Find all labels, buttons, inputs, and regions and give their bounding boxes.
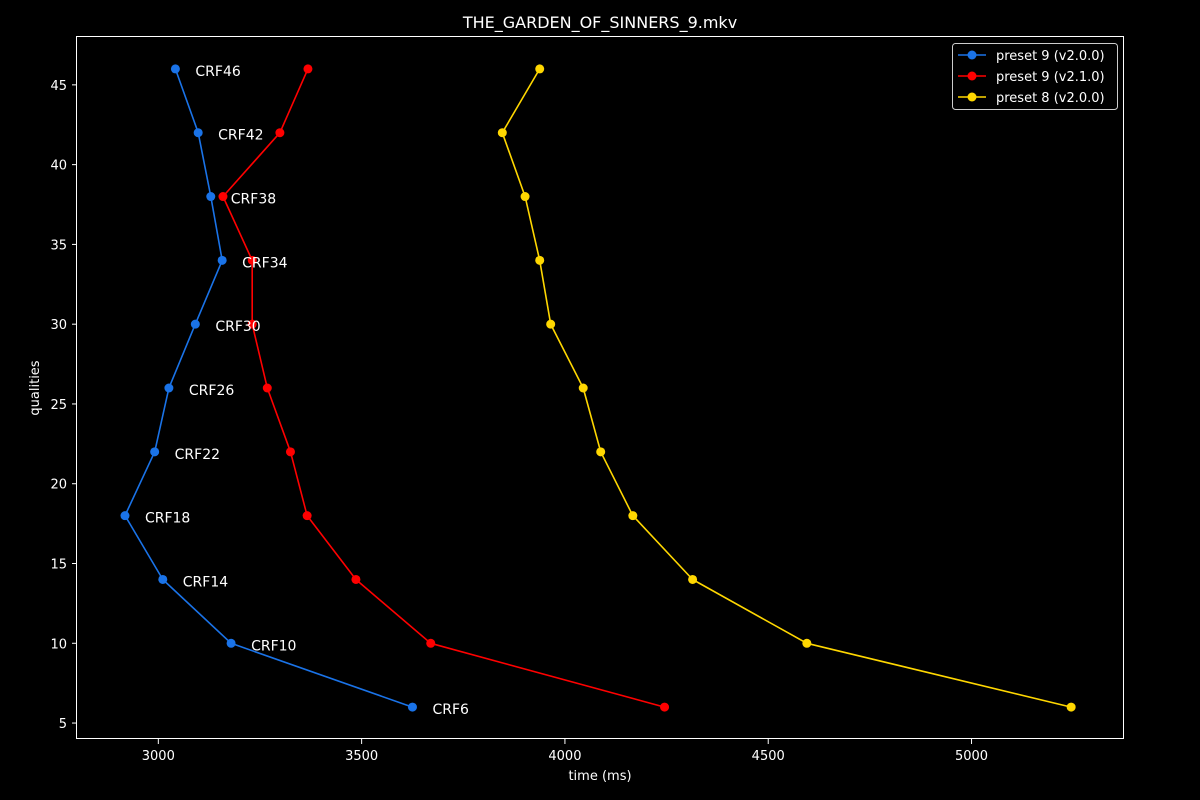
annotation-label: CRF22 xyxy=(175,447,220,463)
annotation-label: CRF18 xyxy=(145,511,190,527)
data-point xyxy=(1066,702,1076,712)
x-tick-label: 4500 xyxy=(752,749,785,764)
annotation-label: CRF34 xyxy=(242,255,287,271)
data-point xyxy=(247,255,257,265)
data-point xyxy=(247,319,257,329)
data-point xyxy=(285,447,295,457)
data-point xyxy=(164,383,174,393)
y-tick-label: 35 xyxy=(50,238,67,253)
data-point xyxy=(578,383,588,393)
plot-area xyxy=(76,36,1124,739)
annotation-label: CRF38 xyxy=(231,192,276,208)
y-tick-label: 20 xyxy=(50,478,67,493)
annotation-label: CRF6 xyxy=(432,702,469,718)
x-tick-label: 3500 xyxy=(345,749,378,764)
data-point xyxy=(275,128,285,138)
legend-item: preset 9 (v2.1.0) xyxy=(958,70,1105,85)
legend-item: preset 9 (v2.0.0) xyxy=(958,49,1105,64)
legend-frame xyxy=(952,43,1118,110)
data-point xyxy=(535,64,545,74)
y-tick-label: 45 xyxy=(50,79,67,94)
y-tick-label: 30 xyxy=(50,318,67,333)
series-2 xyxy=(218,64,670,712)
data-point xyxy=(158,574,168,584)
series-1 xyxy=(120,64,417,712)
data-point xyxy=(206,192,216,202)
annotation-label: CRF46 xyxy=(195,64,240,80)
data-point xyxy=(218,192,228,202)
data-point xyxy=(217,255,227,265)
data-point xyxy=(407,702,417,712)
annotation-label: CRF30 xyxy=(215,319,260,335)
data-point xyxy=(660,702,670,712)
data-point xyxy=(497,128,507,138)
legend-label: preset 9 (v2.1.0) xyxy=(996,70,1105,85)
series-3 xyxy=(497,64,1076,712)
y-axis-label: qualities xyxy=(28,360,43,415)
data-point xyxy=(302,511,312,521)
data-point xyxy=(426,638,436,648)
legend-marker xyxy=(967,71,977,81)
y-tick-label: 40 xyxy=(50,159,67,174)
y-tick-label: 10 xyxy=(50,637,67,652)
x-axis: 3000 3500 4000 4500 5000 xyxy=(142,739,988,764)
data-point xyxy=(190,319,200,329)
x-tick-label: 5000 xyxy=(955,749,988,764)
legend-marker xyxy=(967,50,977,60)
y-tick-label: 15 xyxy=(50,558,67,573)
annotation-label: CRF42 xyxy=(218,128,263,144)
annotation-layer: CRF46 CRF42 CRF38 CRF34 CRF30 CRF26 CRF22 CRF18… xyxy=(145,64,469,718)
data-point xyxy=(596,447,606,457)
annotation-label: CRF10 xyxy=(251,638,296,654)
data-point xyxy=(546,319,556,329)
data-point xyxy=(688,574,698,584)
legend-items: preset 9 (v2.0.0) preset 9 (v2.1.0) preset… xyxy=(958,49,1105,106)
legend-label: preset 9 (v2.0.0) xyxy=(996,49,1105,64)
x-tick-label: 3000 xyxy=(142,749,175,764)
data-point xyxy=(193,128,203,138)
data-point xyxy=(303,64,313,74)
chart-title: THE_GARDEN_OF_SINNERS_9.mkv xyxy=(462,13,737,33)
legend-item: preset 8 (v2.0.0) xyxy=(958,91,1105,106)
y-axis: 5 10 15 20 25 30 35 40 45 xyxy=(50,79,77,732)
data-point xyxy=(802,638,812,648)
annotation-label: CRF26 xyxy=(189,383,234,399)
x-tick-label: 4000 xyxy=(548,749,581,764)
y-tick-label: 5 xyxy=(59,717,67,732)
data-point xyxy=(628,511,638,521)
data-point xyxy=(120,511,130,521)
data-point xyxy=(262,383,272,393)
data-point xyxy=(226,638,236,648)
legend-label: preset 8 (v2.0.0) xyxy=(996,91,1105,106)
y-tick-label: 25 xyxy=(50,398,67,413)
data-point xyxy=(170,64,180,74)
data-point xyxy=(535,255,545,265)
data-point xyxy=(150,447,160,457)
legend: preset 9 (v2.0.0) preset 9 (v2.1.0) preset… xyxy=(952,43,1118,110)
data-point xyxy=(351,574,361,584)
x-axis-label: time (ms) xyxy=(568,769,631,784)
series-layer xyxy=(120,64,1076,712)
data-point xyxy=(520,192,530,202)
legend-marker xyxy=(967,92,977,102)
annotation-label: CRF14 xyxy=(183,574,228,590)
